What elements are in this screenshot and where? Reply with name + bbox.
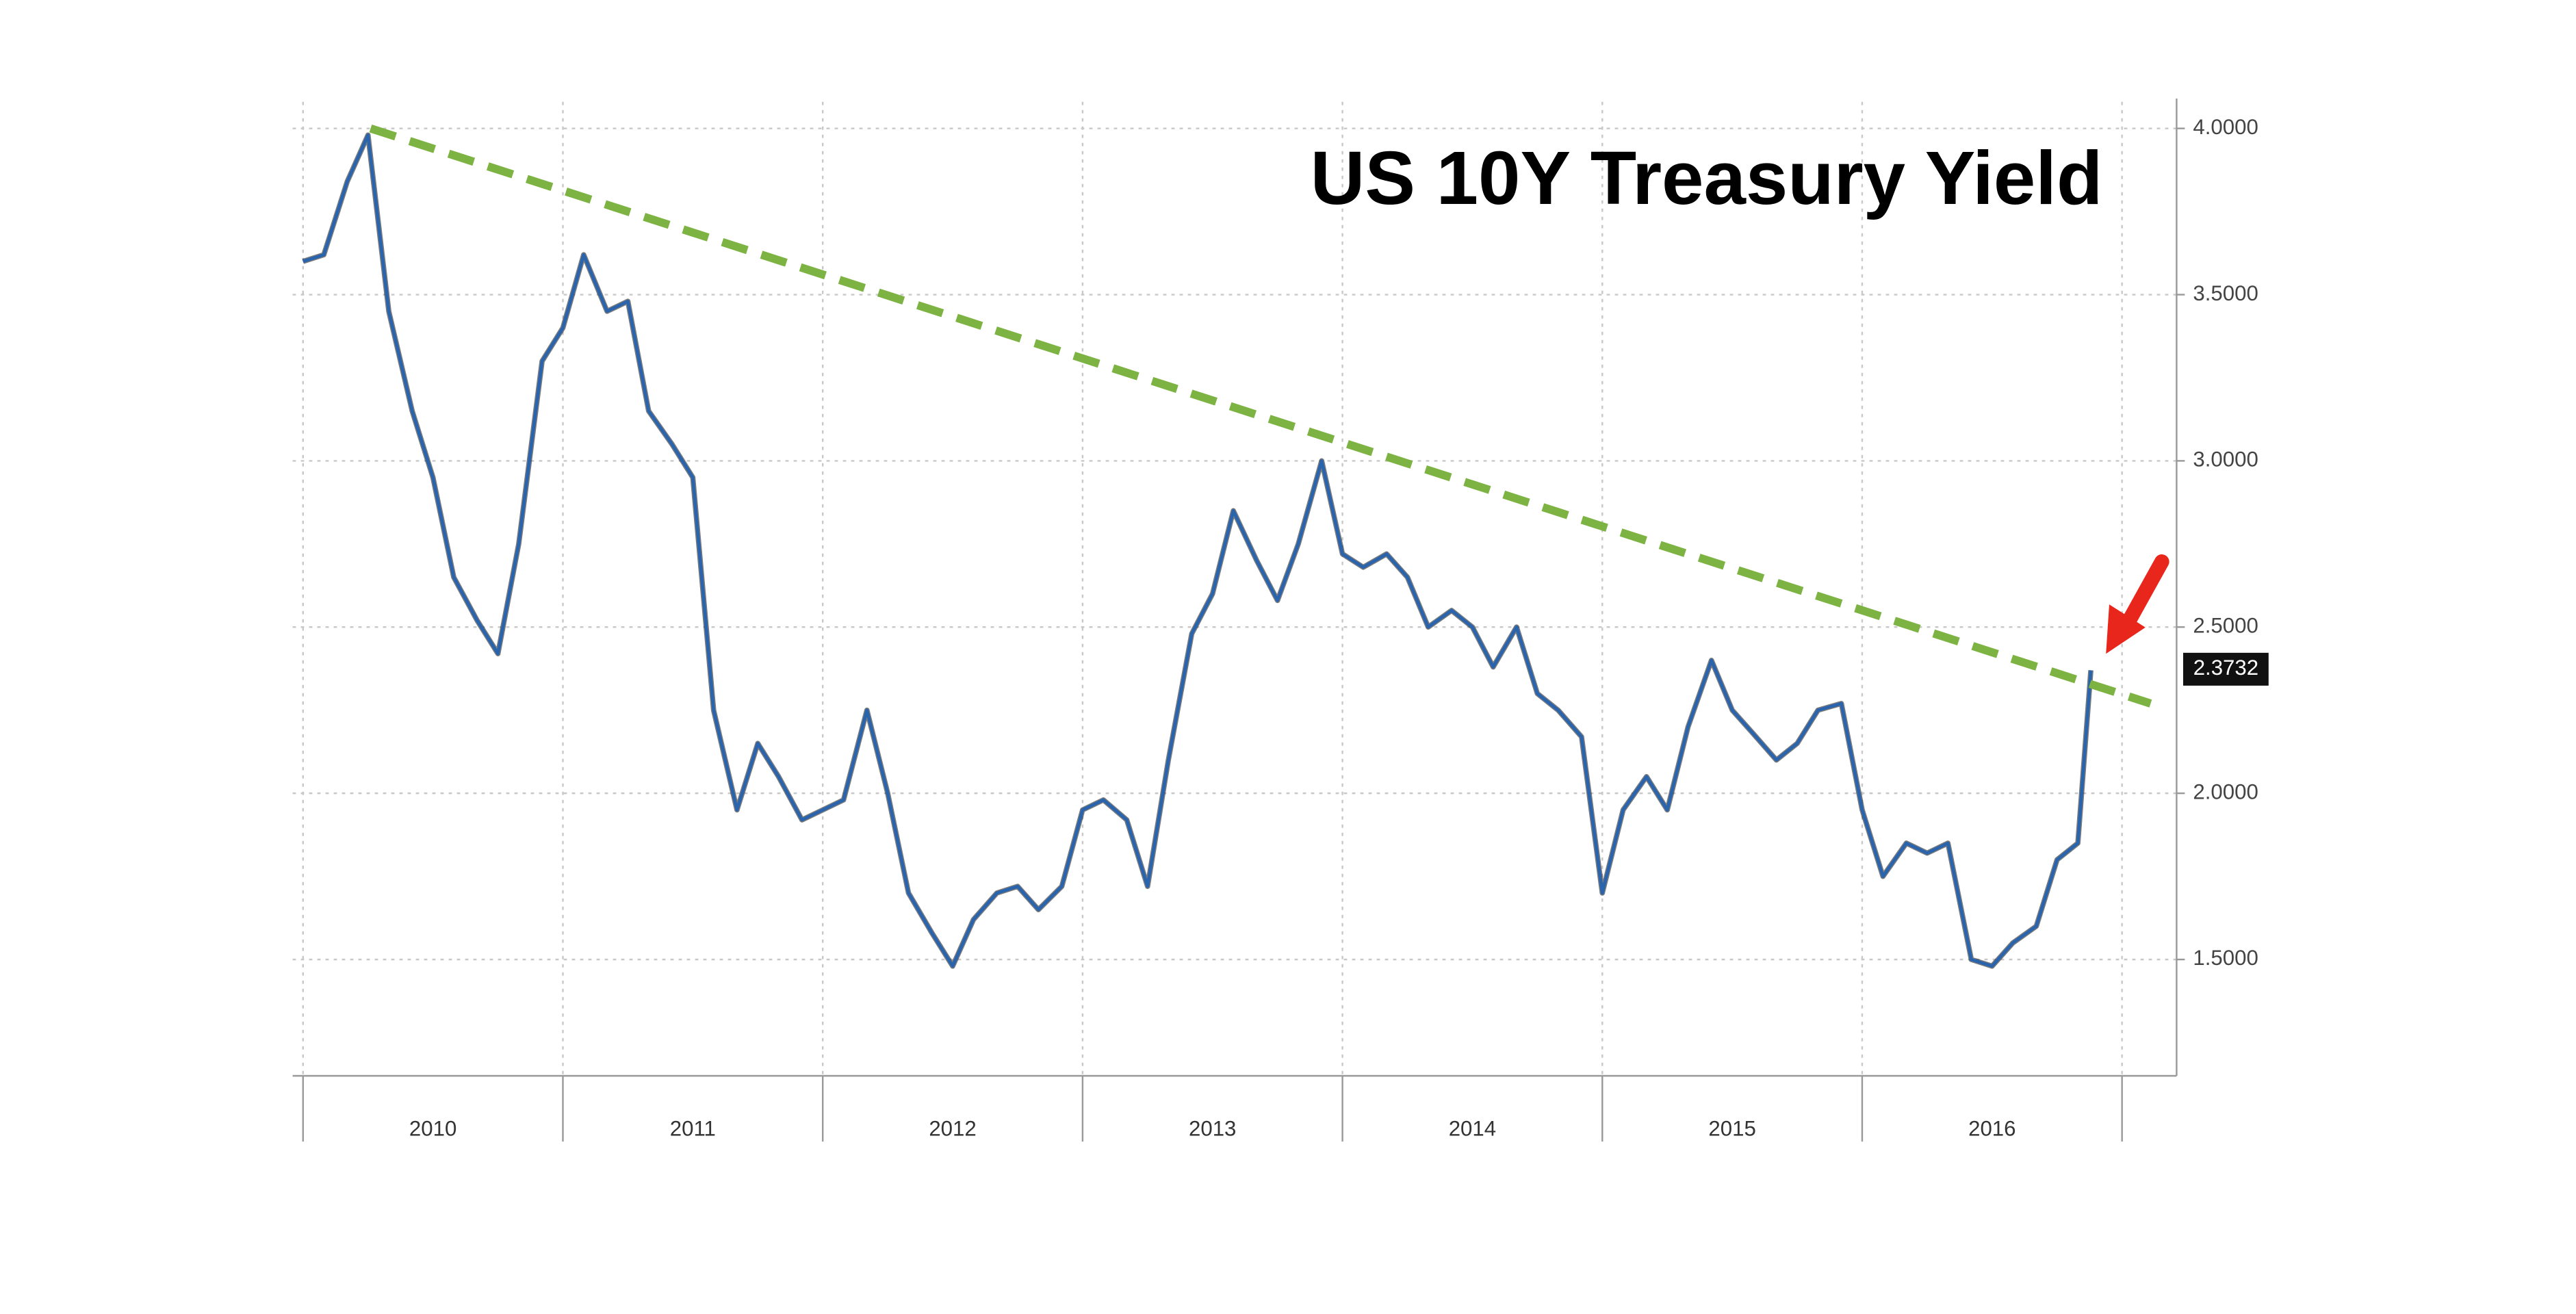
y-tick-label: 1.5000 bbox=[2193, 946, 2258, 970]
arrow bbox=[2106, 554, 2169, 654]
series-line bbox=[302, 133, 2093, 968]
chart-title: US 10Y Treasury Yield bbox=[1311, 136, 2103, 220]
x-tick-label: 2012 bbox=[929, 1116, 976, 1140]
plot bbox=[302, 124, 2152, 969]
trendline bbox=[369, 124, 2152, 708]
x-tick-label: 2015 bbox=[1708, 1116, 1755, 1140]
x-tick-label: 2013 bbox=[1189, 1116, 1236, 1140]
x-tick-label: 2011 bbox=[670, 1116, 716, 1140]
y-tick-label: 3.0000 bbox=[2193, 448, 2258, 472]
last-value-badge bbox=[2183, 652, 2269, 686]
y-tick-label: 4.0000 bbox=[2193, 115, 2258, 139]
y-tick-label: 3.5000 bbox=[2193, 281, 2258, 305]
arrow-head bbox=[2106, 604, 2146, 654]
x-tick-label: 2016 bbox=[1968, 1116, 2015, 1140]
x-tick-label: 2014 bbox=[1449, 1116, 1496, 1140]
grid bbox=[292, 101, 2177, 1076]
arrow-shaft bbox=[2122, 554, 2169, 628]
x-tick-label: 2010 bbox=[409, 1116, 456, 1140]
y-tick-label: 2.5000 bbox=[2193, 613, 2258, 637]
y-tick-label: 2.0000 bbox=[2193, 780, 2258, 803]
last-value-label: 2.3732 bbox=[2193, 656, 2258, 680]
